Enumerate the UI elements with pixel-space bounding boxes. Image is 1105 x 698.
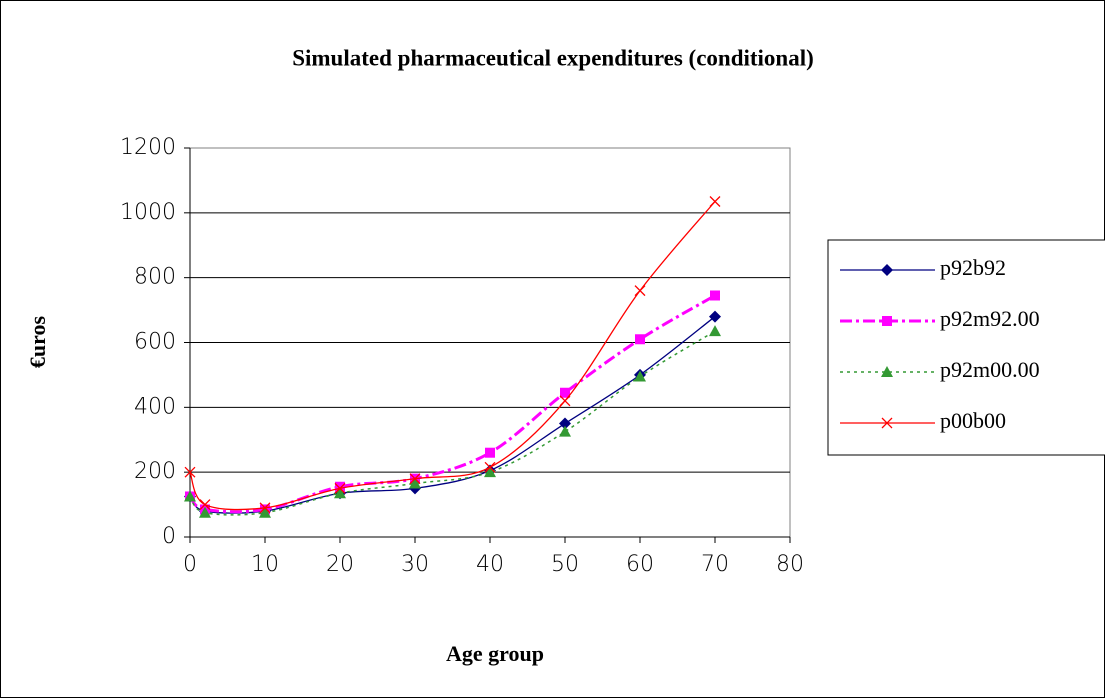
marker xyxy=(560,387,570,398)
marker xyxy=(710,290,720,301)
y-axis-label: €uros xyxy=(25,315,50,368)
marker xyxy=(559,425,571,437)
legend-label: p92m00.00 xyxy=(940,357,1040,382)
marker xyxy=(709,196,721,207)
legend-label: p92m92.00 xyxy=(940,306,1040,331)
y-tick-label: 600 xyxy=(134,330,176,355)
legend-marker xyxy=(881,264,893,276)
marker xyxy=(184,490,196,502)
chart-title: Simulated pharmaceutical expenditures (c… xyxy=(292,45,814,70)
y-tick-label: 400 xyxy=(134,394,176,419)
marker xyxy=(634,370,646,382)
x-tick-label: 20 xyxy=(326,552,354,577)
y-tick-label: 1000 xyxy=(120,200,176,225)
marker xyxy=(334,482,346,494)
marker xyxy=(409,477,421,489)
x-tick-label: 10 xyxy=(251,552,279,577)
legend-marker xyxy=(881,417,893,429)
marker xyxy=(184,466,196,478)
legend-label: p00b00 xyxy=(940,408,1006,433)
marker xyxy=(484,461,496,473)
marker xyxy=(484,466,496,478)
marker xyxy=(409,473,421,485)
y-tick-label: 800 xyxy=(134,265,176,290)
series-line xyxy=(188,294,716,514)
legend-label: p92b92 xyxy=(940,255,1006,280)
series-line xyxy=(189,316,716,514)
y-tick-label: 1200 xyxy=(120,135,176,160)
series-line xyxy=(189,201,716,511)
legend-marker xyxy=(881,366,893,377)
marker xyxy=(485,447,495,458)
x-tick-label: 60 xyxy=(626,552,654,577)
marker xyxy=(259,506,271,518)
y-tick-label: 200 xyxy=(134,459,176,484)
marker xyxy=(199,506,211,518)
marker xyxy=(199,499,211,511)
marker xyxy=(259,502,271,514)
x-tick-label: 80 xyxy=(776,552,804,577)
x-axis-label: Age group xyxy=(446,641,544,666)
legend-marker xyxy=(882,316,892,326)
marker xyxy=(559,417,571,430)
x-tick-label: 40 xyxy=(476,552,504,577)
x-tick-label: 50 xyxy=(551,552,579,577)
marker xyxy=(334,487,346,499)
marker xyxy=(709,325,721,337)
marker xyxy=(559,395,571,407)
marker xyxy=(709,310,721,323)
x-tick-label: 0 xyxy=(183,552,197,577)
x-tick-label: 70 xyxy=(701,552,729,577)
x-tick-label: 30 xyxy=(401,552,429,577)
marker xyxy=(335,481,345,492)
legend-box xyxy=(827,239,1105,456)
marker xyxy=(634,285,646,297)
marker xyxy=(635,334,645,345)
y-tick-label: 0 xyxy=(162,524,176,549)
